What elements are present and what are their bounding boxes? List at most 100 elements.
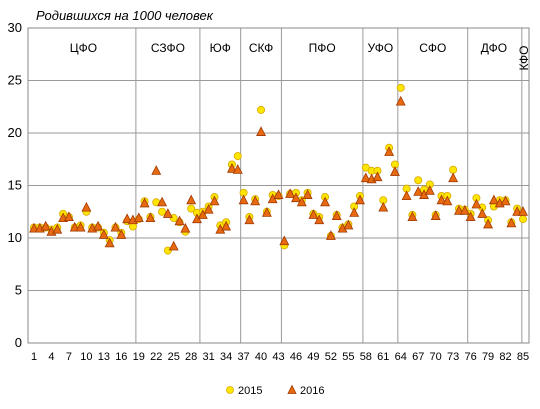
x-tick-label: 49 <box>307 351 319 363</box>
point-2016 <box>93 220 103 231</box>
point-2016 <box>500 195 511 206</box>
x-tick-label: 58 <box>360 351 372 363</box>
point-2016 <box>197 209 208 219</box>
x-tick-label: 61 <box>377 351 389 363</box>
x-tick-label: 16 <box>115 351 127 363</box>
point-2016 <box>116 229 127 239</box>
x-tick-label: 28 <box>185 351 197 363</box>
data-points <box>29 83 528 255</box>
point-2016 <box>401 190 412 201</box>
point-2016 <box>442 195 453 206</box>
point-2015 <box>187 204 196 213</box>
point-2016 <box>349 207 360 217</box>
point-2016 <box>314 214 325 225</box>
x-tick-label: 85 <box>517 351 529 363</box>
legend: 2015 2016 <box>226 384 324 397</box>
point-2016 <box>395 95 406 106</box>
point-2016 <box>104 237 115 248</box>
x-tick-label: 22 <box>150 351 162 363</box>
point-2016 <box>238 194 249 205</box>
x-tick-label: 43 <box>272 351 284 363</box>
point-2016 <box>186 194 197 205</box>
x-tick-label: 10 <box>80 351 92 363</box>
region-label: СЗФО <box>151 41 185 55</box>
y-tick-label: 30 <box>8 20 22 35</box>
point-2016 <box>157 196 168 207</box>
chart-title: Родившихся на 1000 человек <box>36 8 214 23</box>
point-2016 <box>226 163 237 173</box>
point-2016 <box>261 207 272 217</box>
point-2016 <box>180 222 191 233</box>
point-2016 <box>459 205 470 215</box>
y-axis-ticks: 0 5 10 15 20 25 30 <box>8 20 22 350</box>
point-2016 <box>483 218 494 229</box>
point-2016 <box>244 214 255 225</box>
point-2016 <box>273 189 284 199</box>
point-2016 <box>232 164 243 174</box>
legend-label-2016: 2016 <box>300 385 324 397</box>
x-axis-ticks: 1 4 7 10 13 16 19 22 25 28 31 34 37 40 43 46 49 52 55 58 61 6… <box>31 351 529 363</box>
point-2016 <box>75 221 86 232</box>
region-label: ПФО <box>309 41 336 55</box>
region-separators <box>135 28 523 343</box>
y-tick-label: 10 <box>8 230 22 245</box>
x-tick-label: 4 <box>48 351 54 363</box>
x-tick-label: 55 <box>342 351 354 363</box>
point-2016 <box>250 195 261 206</box>
y-tick-label: 5 <box>15 283 22 298</box>
point-2016 <box>389 166 400 176</box>
point-2016 <box>477 208 488 218</box>
legend-marker-2015 <box>226 386 234 394</box>
region-label: ЦФО <box>70 41 97 55</box>
x-tick-label: 19 <box>133 351 145 363</box>
x-tick-label: 70 <box>430 351 442 363</box>
grid <box>28 27 529 344</box>
point-2016 <box>448 172 459 183</box>
point-2015 <box>257 105 266 114</box>
point-2015 <box>233 152 242 161</box>
x-tick-label: 13 <box>98 351 110 363</box>
point-2015 <box>449 165 458 174</box>
point-2016 <box>488 194 499 205</box>
legend-label-2015: 2015 <box>238 385 262 397</box>
x-tick-label: 82 <box>499 351 511 363</box>
point-2016 <box>256 126 266 136</box>
point-2016 <box>506 217 517 228</box>
point-2016 <box>355 194 365 205</box>
region-labels: ЦФО СЗФО ЮФ СКФ ПФО УФО СФО ДФО КФО <box>70 41 531 71</box>
point-2016 <box>168 240 179 251</box>
point-2016 <box>40 220 51 231</box>
point-2016 <box>384 146 395 156</box>
x-tick-label: 37 <box>237 351 249 363</box>
point-2016 <box>98 229 109 239</box>
point-2016 <box>162 208 173 218</box>
point-2016 <box>436 194 447 205</box>
point-2016 <box>296 196 307 207</box>
x-tick-label: 52 <box>325 351 337 363</box>
point-2016 <box>308 209 319 219</box>
region-label: СКФ <box>249 41 273 55</box>
region-label: ДФО <box>481 41 507 55</box>
point-2015 <box>158 207 167 216</box>
region-label: СФО <box>419 41 446 55</box>
point-2016 <box>133 212 144 223</box>
point-2016 <box>81 201 92 212</box>
point-2016 <box>471 198 482 209</box>
point-2016 <box>122 213 133 224</box>
region-label: ЮФ <box>210 41 231 55</box>
point-2016 <box>378 201 389 212</box>
x-tick-label: 31 <box>203 351 215 363</box>
point-2016 <box>151 165 162 175</box>
point-2016 <box>407 211 418 222</box>
x-tick-label: 76 <box>464 351 476 363</box>
region-label: УФО <box>368 41 394 55</box>
point-2016 <box>320 196 331 207</box>
y-tick-label: 20 <box>8 125 22 140</box>
point-2016 <box>360 172 371 183</box>
plot-area <box>27 27 530 344</box>
point-2016 <box>302 189 313 199</box>
y-tick-label: 0 <box>15 335 22 350</box>
point-2016 <box>372 171 383 182</box>
point-2015 <box>414 176 423 185</box>
